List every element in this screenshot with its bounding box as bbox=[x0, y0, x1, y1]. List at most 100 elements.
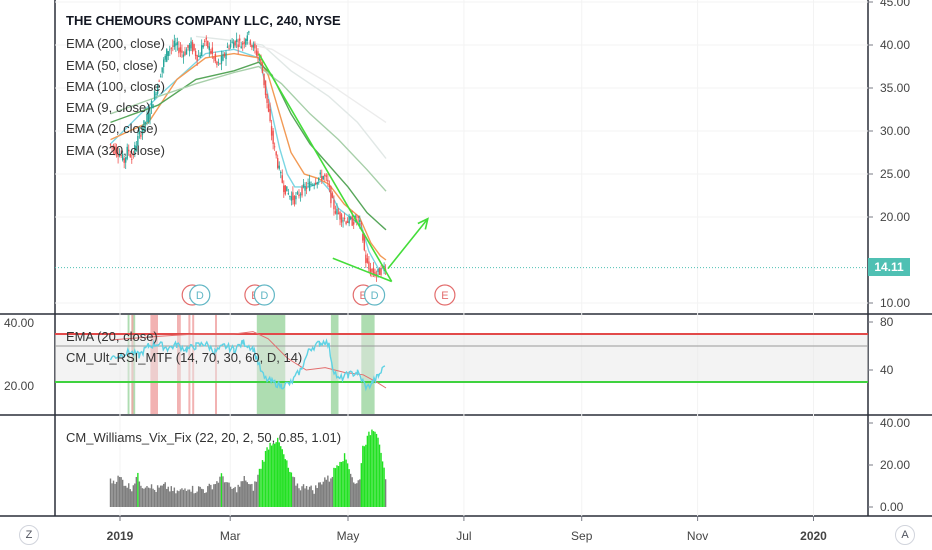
candle-body bbox=[331, 193, 334, 198]
ema-line-2 bbox=[110, 61, 387, 231]
vix-bar bbox=[137, 472, 139, 507]
candle-body bbox=[289, 196, 291, 197]
vix-bar bbox=[374, 431, 376, 507]
event-circle bbox=[189, 284, 211, 306]
candle-body bbox=[232, 42, 235, 49]
dividend-marker[interactable]: D bbox=[364, 284, 386, 306]
candle-body bbox=[360, 222, 362, 225]
candle-body bbox=[217, 62, 220, 64]
candle-body bbox=[135, 146, 138, 151]
arrow-head bbox=[417, 217, 429, 230]
price-tick-label: 40.00 bbox=[880, 38, 910, 52]
dividend-marker[interactable]: D bbox=[189, 284, 211, 306]
rsi-legend-ema[interactable]: EMA (20, close) bbox=[66, 329, 158, 344]
vix-bar bbox=[128, 483, 130, 507]
vix-bar bbox=[251, 483, 253, 507]
vix-bar bbox=[310, 485, 312, 507]
candle-body bbox=[343, 217, 346, 220]
legend-ema100[interactable]: EMA (100, close) bbox=[66, 79, 165, 94]
vix-bar bbox=[159, 485, 162, 507]
candle-body bbox=[246, 35, 248, 41]
candle-body bbox=[301, 187, 303, 196]
earnings-marker[interactable]: E bbox=[434, 284, 456, 306]
candle-body bbox=[249, 40, 252, 45]
candle-body bbox=[378, 268, 381, 275]
vix-legend[interactable]: CM_Williams_Vix_Fix (22, 20, 2, 50, 0.85… bbox=[66, 430, 341, 445]
candle-body bbox=[293, 195, 296, 205]
vix-bar bbox=[321, 484, 323, 507]
candle-body bbox=[269, 108, 271, 122]
trendline-1 bbox=[332, 257, 392, 283]
vix-bar bbox=[118, 476, 121, 507]
legend-ema50[interactable]: EMA (50, close) bbox=[66, 58, 158, 73]
vix-bar bbox=[123, 485, 125, 507]
candle-body bbox=[284, 185, 286, 195]
candle-body bbox=[286, 186, 288, 192]
log-scale-toggle[interactable]: Z bbox=[19, 525, 39, 545]
candle-body bbox=[234, 40, 236, 46]
vix-bar bbox=[299, 490, 302, 507]
candle-body bbox=[264, 80, 267, 96]
candle-body bbox=[290, 196, 293, 201]
legend-ema20[interactable]: EMA (20, close) bbox=[66, 121, 158, 136]
vix-bar bbox=[208, 483, 210, 507]
vix-bar bbox=[207, 486, 209, 507]
price-tick-label: 35.00 bbox=[880, 81, 910, 95]
candle-body bbox=[208, 46, 210, 51]
candle-body bbox=[280, 171, 282, 174]
candle-body bbox=[239, 38, 241, 41]
vix-bar bbox=[228, 482, 230, 507]
candle-body bbox=[266, 93, 268, 103]
time-tick-label: Jul bbox=[456, 529, 471, 543]
candle-body bbox=[342, 220, 344, 222]
event-circle bbox=[253, 284, 275, 306]
vix-bar bbox=[330, 478, 332, 507]
candle-body bbox=[173, 40, 176, 47]
vix-bar bbox=[187, 489, 189, 507]
legend-ema200[interactable]: EMA (200, close) bbox=[66, 36, 165, 51]
vix-bar bbox=[261, 460, 264, 507]
candle-body bbox=[166, 48, 168, 62]
vix-bar bbox=[184, 488, 186, 507]
vix-bar bbox=[264, 450, 267, 507]
candle-body bbox=[237, 44, 239, 48]
candle-body bbox=[193, 44, 195, 51]
vix-bar bbox=[214, 484, 217, 507]
candle-body bbox=[128, 149, 130, 152]
candle-body bbox=[263, 73, 265, 86]
candle-body bbox=[254, 43, 256, 49]
dividend-marker[interactable]: D bbox=[253, 284, 275, 306]
candle-body bbox=[255, 50, 258, 56]
candle-body bbox=[170, 47, 172, 49]
vix-bar bbox=[349, 473, 352, 507]
candle-body bbox=[125, 157, 127, 163]
vix-bar bbox=[167, 486, 169, 507]
vix-bar bbox=[383, 467, 385, 507]
candle-body bbox=[275, 151, 277, 156]
candle-body bbox=[159, 76, 162, 78]
vix-bar bbox=[199, 486, 201, 507]
vix-bar bbox=[295, 485, 297, 507]
auto-scale-toggle[interactable]: A bbox=[895, 525, 915, 545]
candle-body bbox=[287, 193, 290, 195]
legend-ema320[interactable]: EMA (320, close) bbox=[66, 143, 165, 158]
vix-bar bbox=[129, 489, 131, 507]
candle-body bbox=[184, 51, 186, 56]
vix-bar bbox=[284, 459, 286, 507]
legend-ema9[interactable]: EMA (9, close) bbox=[66, 100, 151, 115]
vix-bar bbox=[255, 481, 258, 507]
vix-bar bbox=[226, 482, 229, 507]
rsi-legend-indicator[interactable]: CM_Ult_RSI_MTF (14, 70, 30, 60, D, 14) bbox=[66, 350, 302, 365]
vix-bar bbox=[342, 461, 344, 507]
vix-bar bbox=[298, 488, 300, 507]
vix-bar bbox=[234, 486, 236, 507]
vix-bar bbox=[315, 485, 317, 507]
vix-bar bbox=[225, 482, 227, 507]
candle-body bbox=[222, 54, 224, 61]
candle-body bbox=[304, 185, 306, 191]
candle-body bbox=[308, 181, 311, 191]
candle-body bbox=[302, 184, 305, 187]
vix-bar bbox=[307, 489, 309, 507]
rsi-tick-label: 80 bbox=[880, 315, 894, 329]
candle-body bbox=[150, 100, 153, 109]
